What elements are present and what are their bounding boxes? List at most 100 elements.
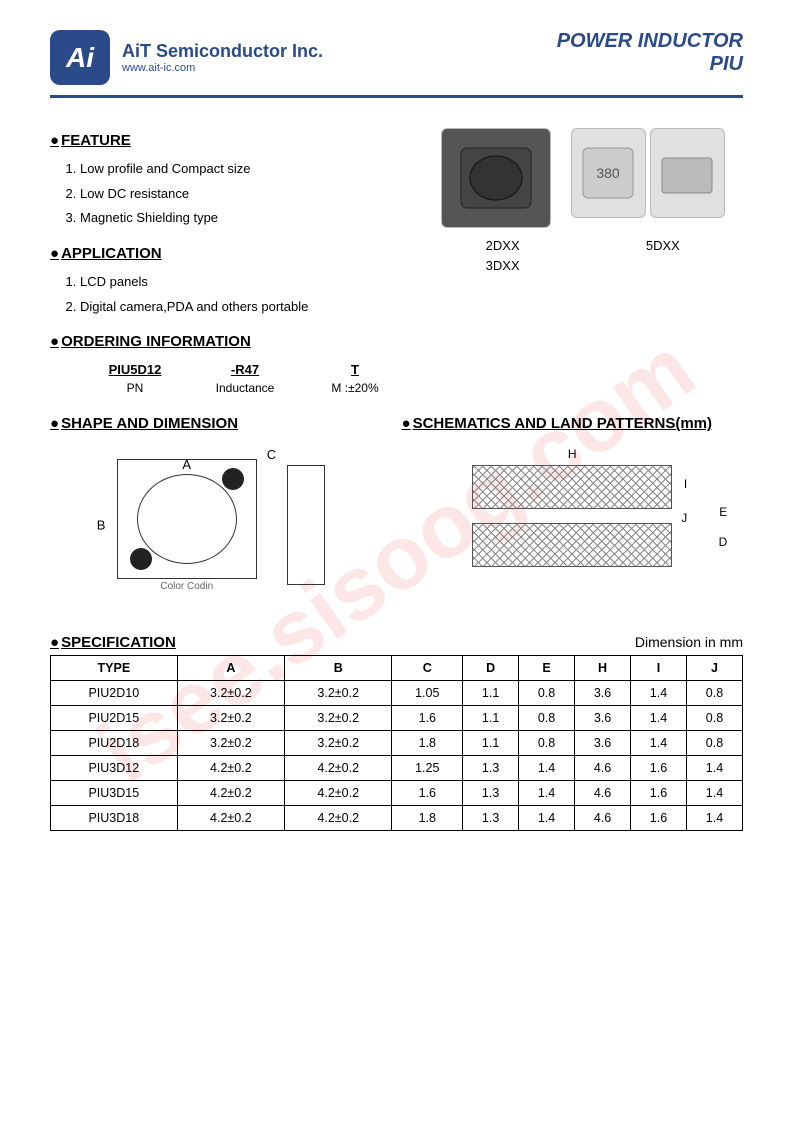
table-cell: 1.3 xyxy=(463,781,519,806)
specification-table: TYPE A B C D E H I J PIU2D103.2±0.23.2±0… xyxy=(50,655,743,831)
table-cell: 1.6 xyxy=(631,781,687,806)
table-cell: PIU3D18 xyxy=(51,806,178,831)
application-list: LCD panels Digital camera,PDA and others… xyxy=(80,270,403,319)
table-cell: 1.4 xyxy=(686,806,742,831)
table-cell: 4.6 xyxy=(575,806,631,831)
schematic-heading: SCHEMATICS AND LAND PATTERNS(mm) xyxy=(402,415,744,432)
table-row: PIU2D153.2±0.23.2±0.21.61.10.83.61.40.8 xyxy=(51,706,743,731)
dim-label-c: C xyxy=(267,447,276,462)
dim-label-h: H xyxy=(568,447,577,461)
table-cell: 3.2±0.2 xyxy=(285,731,392,756)
feature-item: Low DC resistance xyxy=(80,182,403,207)
table-cell: 1.8 xyxy=(392,806,463,831)
table-cell: 1.1 xyxy=(463,706,519,731)
application-heading: APPLICATION xyxy=(50,245,403,262)
product-image-5dxx-side xyxy=(650,128,725,218)
table-cell: 3.6 xyxy=(575,706,631,731)
table-cell: 1.4 xyxy=(686,781,742,806)
table-cell: 4.6 xyxy=(575,756,631,781)
col-header: I xyxy=(631,656,687,681)
product-image-row: 380 xyxy=(423,128,743,228)
ordering-info: PIU5D12 PN -R47 Inductance T M :±20% xyxy=(80,362,743,395)
table-cell: 0.8 xyxy=(686,706,742,731)
table-cell: 3.6 xyxy=(575,681,631,706)
table-cell: 1.4 xyxy=(631,681,687,706)
product-image-2dxx xyxy=(441,128,551,228)
table-cell: 1.6 xyxy=(631,806,687,831)
table-cell: 3.2±0.2 xyxy=(177,681,284,706)
col-header: TYPE xyxy=(51,656,178,681)
col-header: E xyxy=(519,656,575,681)
table-cell: PIU2D18 xyxy=(51,731,178,756)
ordering-inductance-label: Inductance xyxy=(190,381,300,395)
doc-title-line1: POWER INDUCTOR xyxy=(557,30,743,53)
company-url[interactable]: www.ait-ic.com xyxy=(122,62,323,74)
table-cell: 1.6 xyxy=(392,706,463,731)
table-header-row: TYPE A B C D E H I J xyxy=(51,656,743,681)
table-cell: 1.1 xyxy=(463,681,519,706)
land-pattern-diagram: H I J E D xyxy=(402,440,744,610)
table-cell: 0.8 xyxy=(519,681,575,706)
table-cell: 4.2±0.2 xyxy=(177,756,284,781)
doc-title-line2: PIU xyxy=(557,53,743,76)
product-image-5dxx-top: 380 xyxy=(571,128,646,218)
table-cell: 1.4 xyxy=(686,756,742,781)
table-cell: 1.6 xyxy=(392,781,463,806)
table-cell: 4.2±0.2 xyxy=(285,806,392,831)
table-cell: 4.2±0.2 xyxy=(177,781,284,806)
product-label: 3DXX xyxy=(486,256,520,276)
table-cell: 1.3 xyxy=(463,806,519,831)
feature-item: Low profile and Compact size xyxy=(80,157,403,182)
svg-text:380: 380 xyxy=(597,165,621,181)
ordering-inductance-example: -R47 xyxy=(190,362,300,377)
col-header: A xyxy=(177,656,284,681)
table-cell: 4.2±0.2 xyxy=(285,781,392,806)
table-cell: 4.2±0.2 xyxy=(177,806,284,831)
table-cell: PIU2D15 xyxy=(51,706,178,731)
ordering-pn-example: PIU5D12 xyxy=(80,362,190,377)
table-cell: 3.2±0.2 xyxy=(285,706,392,731)
shape-diagram: A B Color Codin C xyxy=(50,440,392,610)
table-cell: 0.8 xyxy=(519,706,575,731)
page-header: Ai AiT Semiconductor Inc. www.ait-ic.com… xyxy=(50,30,743,98)
dim-label-j: J xyxy=(681,511,687,525)
feature-list: Low profile and Compact size Low DC resi… xyxy=(80,157,403,231)
table-row: PIU2D103.2±0.23.2±0.21.051.10.83.61.40.8 xyxy=(51,681,743,706)
table-row: PIU3D184.2±0.24.2±0.21.81.31.44.61.61.4 xyxy=(51,806,743,831)
table-cell: 0.8 xyxy=(519,731,575,756)
table-row: PIU2D183.2±0.23.2±0.21.81.10.83.61.40.8 xyxy=(51,731,743,756)
dim-label-d: D xyxy=(719,535,728,549)
table-cell: 1.8 xyxy=(392,731,463,756)
inductor-icon: 380 xyxy=(578,143,638,203)
table-cell: PIU3D12 xyxy=(51,756,178,781)
table-row: PIU3D124.2±0.24.2±0.21.251.31.44.61.61.4 xyxy=(51,756,743,781)
table-cell: 1.05 xyxy=(392,681,463,706)
table-cell: 0.8 xyxy=(686,681,742,706)
product-label: 2DXX xyxy=(486,236,520,256)
ordering-tolerance-label: M :±20% xyxy=(300,381,410,395)
table-cell: 4.2±0.2 xyxy=(285,756,392,781)
table-cell: PIU3D15 xyxy=(51,781,178,806)
table-cell: 1.4 xyxy=(519,806,575,831)
dim-label-b: B xyxy=(97,518,106,533)
application-item: Digital camera,PDA and others portable xyxy=(80,295,403,320)
dimension-unit-label: Dimension in mm xyxy=(635,634,743,650)
shape-heading: SHAPE AND DIMENSION xyxy=(50,415,392,432)
table-cell: 1.4 xyxy=(631,731,687,756)
table-cell: 1.4 xyxy=(631,706,687,731)
ordering-tolerance-example: T xyxy=(300,362,410,377)
product-label: 5DXX xyxy=(646,236,680,256)
table-cell: 1.25 xyxy=(392,756,463,781)
inductor-icon xyxy=(456,143,536,213)
table-row: PIU3D154.2±0.24.2±0.21.61.31.44.61.61.4 xyxy=(51,781,743,806)
table-cell: 1.6 xyxy=(631,756,687,781)
table-cell: 3.2±0.2 xyxy=(285,681,392,706)
table-cell: 1.4 xyxy=(519,781,575,806)
table-cell: 3.2±0.2 xyxy=(177,731,284,756)
col-header: H xyxy=(575,656,631,681)
table-cell: 1.3 xyxy=(463,756,519,781)
table-cell: 0.8 xyxy=(686,731,742,756)
company-name: AiT Semiconductor Inc. xyxy=(122,41,323,62)
col-header: J xyxy=(686,656,742,681)
col-header: D xyxy=(463,656,519,681)
